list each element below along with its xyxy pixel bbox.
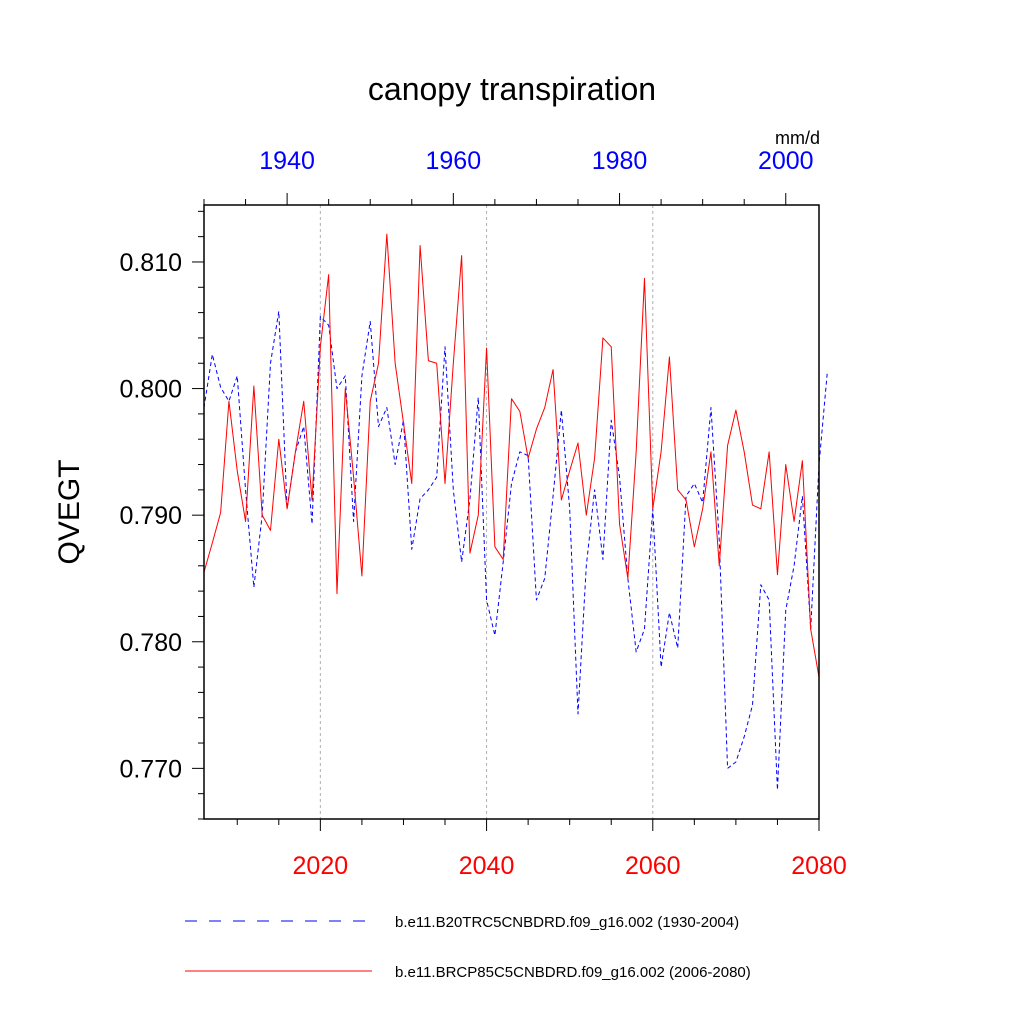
axis-ticks: [192, 193, 820, 831]
y-axis-label: QVEGT: [53, 459, 86, 564]
legend-label-historical: b.e11.B20TRC5CNBDRD.f09_g16.002 (1930-20…: [395, 914, 739, 931]
bottom-tick-label: 2060: [625, 852, 681, 880]
series-layer: [203, 233, 828, 791]
top-tick-label: 2000: [758, 147, 814, 175]
top-tick-label: 1960: [426, 147, 482, 175]
series-line-historical: [203, 310, 828, 791]
top-tick-label: 1940: [259, 147, 315, 175]
y-tick-label: 0.800: [119, 376, 182, 404]
chart-title: canopy transpiration: [368, 71, 656, 107]
units-label: mm/d: [775, 128, 820, 148]
grid-lines: [319, 205, 654, 819]
bottom-tick-label: 2020: [293, 852, 349, 880]
legend: b.e11.B20TRC5CNBDRD.f09_g16.002 (1930-20…: [185, 914, 751, 981]
legend-label-rcp85: b.e11.BRCP85C5CNBDRD.f09_g16.002 (2006-2…: [395, 964, 751, 981]
plot-frame: [203, 204, 820, 820]
tick-labels: 0.770 0.780 0.790 0.800 0.810 2020 2040 2060 208…: [119, 147, 846, 880]
y-tick-label: 0.790: [119, 502, 182, 530]
bottom-tick-label: 2040: [459, 852, 515, 880]
series-line-rcp85: [203, 233, 820, 678]
y-tick-label: 0.810: [119, 249, 182, 277]
bottom-tick-label: 2080: [791, 852, 847, 880]
y-tick-label: 0.780: [119, 629, 182, 657]
y-tick-label: 0.770: [119, 755, 182, 783]
top-tick-label: 1980: [592, 147, 648, 175]
